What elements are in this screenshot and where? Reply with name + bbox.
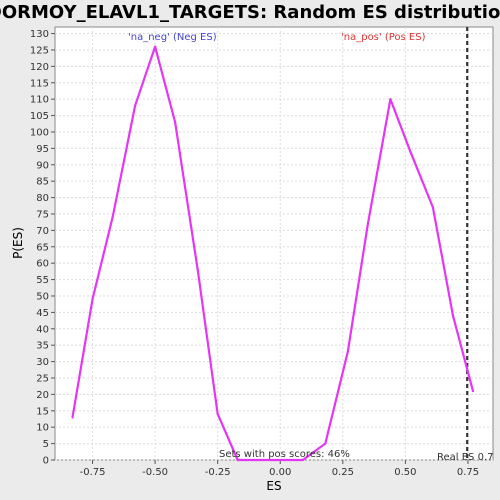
y-tick-label: 60 xyxy=(36,259,49,270)
x-tick-label: 0.00 xyxy=(269,467,291,478)
pos-scores-label: Sets with pos scores: 46% xyxy=(219,449,350,460)
x-tick-label: -0.25 xyxy=(205,467,231,478)
data-point xyxy=(259,458,262,462)
x-axis-label: ES xyxy=(266,479,281,493)
y-tick-label: 40 xyxy=(36,324,49,335)
y-tick-label: 85 xyxy=(36,177,49,188)
data-point xyxy=(133,104,137,107)
x-tick-label: 0.75 xyxy=(457,467,479,478)
data-point xyxy=(451,314,455,317)
es-distribution-line xyxy=(71,45,475,462)
chart-title: DORMOY_ELAVL1_TARGETS: Random ES distrib… xyxy=(0,2,500,23)
data-point xyxy=(346,350,349,353)
y-tick-label: 125 xyxy=(30,45,49,56)
y-tick-label: 95 xyxy=(36,144,49,155)
x-tick-label: -0.50 xyxy=(142,467,168,478)
x-tick-label: 0.50 xyxy=(394,467,416,478)
series-layer xyxy=(71,45,475,462)
y-tick-label: 5 xyxy=(43,439,49,450)
y-tick-label: 10 xyxy=(36,423,49,434)
data-point xyxy=(324,442,327,445)
y-tick-label: 50 xyxy=(36,291,49,302)
data-point xyxy=(216,412,219,416)
data-point xyxy=(389,98,392,101)
grid-lines xyxy=(55,27,493,461)
y-tick-label: 45 xyxy=(36,308,49,319)
data-point xyxy=(154,45,157,48)
y-tick-label: 15 xyxy=(36,406,49,417)
y-tick-label: 75 xyxy=(36,209,49,220)
pos-es-label: 'na_pos' (Pos ES) xyxy=(341,32,426,43)
x-axis-ticks: -0.75 -0.50 -0.25 0.00 0.25 0.50 0.75 xyxy=(80,460,479,478)
y-tick-label: 130 xyxy=(30,29,49,40)
data-point xyxy=(301,458,304,462)
real-es-label: Real ES 0.7 xyxy=(437,452,493,463)
y-tick-label: 65 xyxy=(36,242,49,253)
y-tick-label: 20 xyxy=(36,390,49,401)
x-tick-label: -0.75 xyxy=(80,467,106,478)
y-tick-label: 100 xyxy=(30,127,49,138)
data-point xyxy=(279,458,282,462)
data-point xyxy=(431,206,435,209)
y-tick-label: 30 xyxy=(36,357,49,368)
plot-area xyxy=(54,26,494,461)
y-tick-label: 80 xyxy=(36,193,49,204)
data-point xyxy=(196,268,199,271)
data-point xyxy=(409,150,412,153)
data-point xyxy=(236,458,239,462)
y-tick-label: 35 xyxy=(36,341,49,352)
y-axis-ticks: 0 5 10 15 20 25 30 35 40 45 50 55 60 65 70 75 80 85 90 95 10… xyxy=(30,29,55,467)
data-point xyxy=(174,121,177,124)
y-tick-label: 105 xyxy=(30,111,49,122)
y-tick-label: 120 xyxy=(30,62,49,73)
data-point xyxy=(471,390,475,393)
y-tick-label: 55 xyxy=(36,275,49,286)
y-tick-label: 70 xyxy=(36,226,49,237)
data-point xyxy=(91,298,94,301)
y-tick-label: 25 xyxy=(36,373,49,384)
y-tick-label: 90 xyxy=(36,160,49,171)
y-axis-label: P(ES) xyxy=(11,227,25,259)
data-point xyxy=(71,416,74,419)
y-tick-label: 115 xyxy=(30,78,49,89)
neg-es-label: 'na_neg' (Neg ES) xyxy=(128,32,217,43)
y-tick-label: 0 xyxy=(43,456,49,467)
y-tick-label: 110 xyxy=(30,95,49,106)
data-point xyxy=(366,222,369,225)
data-point xyxy=(111,216,114,219)
x-tick-label: 0.25 xyxy=(332,467,354,478)
